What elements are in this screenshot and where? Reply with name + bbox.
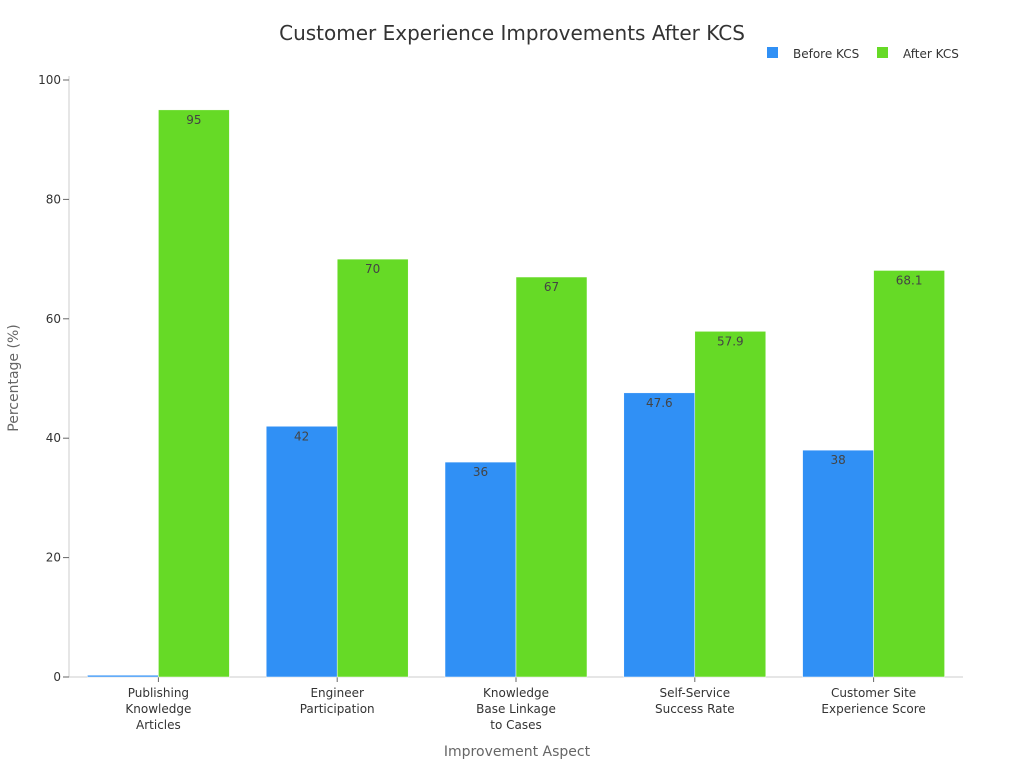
- legend-label-before: Before KCS: [793, 47, 859, 61]
- x-tick-label: Engineer Participation: [300, 686, 375, 716]
- bars: [87, 109, 945, 678]
- y-tick-label: 80: [46, 192, 61, 206]
- legend-swatch-before: [767, 47, 778, 58]
- y-tick-label: 40: [46, 431, 61, 445]
- legend: Before KCS After KCS: [767, 47, 959, 61]
- bar-value-label: 47.6: [646, 396, 673, 410]
- bar-value-label: 42: [294, 429, 309, 443]
- bar-after-1: [336, 258, 409, 678]
- bar-before-0: [87, 674, 159, 678]
- y-axis-label: Percentage (%): [6, 324, 22, 431]
- legend-label-after: After KCS: [903, 47, 959, 61]
- bar-after-2: [515, 276, 588, 678]
- bar-value-label: 38: [830, 453, 845, 467]
- bar-value-label: 36: [473, 465, 488, 479]
- y-tick-label: 20: [46, 551, 61, 565]
- bar-value-label: 57.9: [717, 334, 744, 348]
- x-tick-labels: Publishing Knowledge Articles Engineer Parti…: [125, 686, 925, 732]
- y-tick-label: 0: [53, 670, 61, 684]
- x-tick-label: Customer Site Experience Score: [821, 686, 925, 716]
- bar-value-label: 95: [186, 113, 201, 127]
- bar-before-4: [802, 449, 874, 678]
- bar-after-4: [873, 270, 945, 678]
- x-axis-label: Improvement Aspect: [444, 744, 591, 760]
- bar-after-3: [694, 331, 767, 678]
- x-tick-label: Publishing Knowledge Articles: [125, 686, 191, 732]
- bar-before-1: [265, 426, 338, 678]
- bar-value-labels: 95 42 70 36 67 47.6 57.9 38 68.1: [186, 113, 922, 479]
- legend-swatch-after: [877, 47, 888, 58]
- y-tick-label: 100: [38, 73, 61, 87]
- bar-value-label: 70: [365, 262, 380, 276]
- y-tick-label: 60: [46, 312, 61, 326]
- bar-value-label: 68.1: [896, 273, 923, 287]
- chart-title: Customer Experience Improvements After K…: [279, 21, 745, 45]
- bar-after-0: [158, 109, 230, 678]
- x-tick-label: Knowledge Base Linkage to Cases: [476, 686, 556, 732]
- bar-value-label: 67: [544, 280, 559, 294]
- x-tick-label: Self-Service Success Rate: [655, 686, 735, 716]
- bar-before-2: [444, 461, 517, 678]
- bar-before-3: [623, 392, 696, 678]
